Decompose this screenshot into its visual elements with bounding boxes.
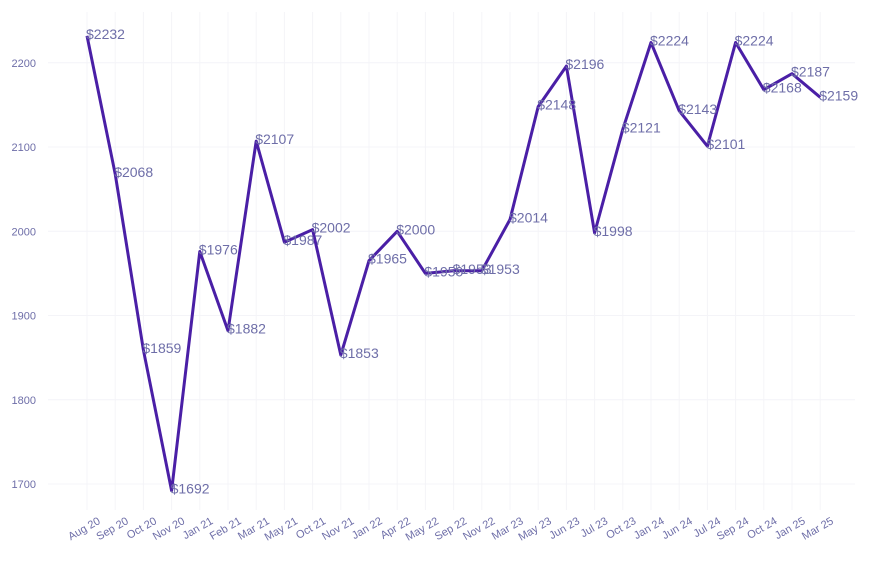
y-tick-label: 1900 <box>12 311 36 323</box>
x-tick-label: May 21 <box>263 515 300 543</box>
data-label: $1950 <box>424 263 463 279</box>
y-tick-label: 2000 <box>12 226 36 238</box>
data-label: $2107 <box>255 131 294 147</box>
y-tick-label: 1800 <box>12 395 36 407</box>
data-label: $2000 <box>396 221 435 237</box>
data-label: $1882 <box>227 321 266 337</box>
data-label: $2187 <box>791 64 830 80</box>
x-tick-label: Jul 23 <box>579 515 610 540</box>
data-label: $1965 <box>368 251 407 267</box>
y-tick-label: 2200 <box>12 58 36 70</box>
data-label: $2232 <box>86 26 125 42</box>
x-tick-label: Oct 23 <box>604 515 638 542</box>
data-label: $1853 <box>340 345 379 361</box>
x-tick-label: May 22 <box>404 515 441 543</box>
y-tick-label: 2100 <box>12 142 36 154</box>
data-label: $2168 <box>763 80 802 96</box>
data-label: $2002 <box>312 220 351 236</box>
x-tick-label: Sep 24 <box>715 515 751 543</box>
data-label: $2196 <box>565 56 604 72</box>
data-label: $1987 <box>283 232 322 248</box>
y-axis: 1700 1800 1900 2000 2100 2200 <box>12 58 36 491</box>
data-label: $1976 <box>199 241 238 257</box>
x-tick-label: Sep 20 <box>94 515 130 543</box>
x-tick-label: Nov 22 <box>461 515 497 543</box>
data-label: $2224 <box>650 33 689 49</box>
data-label: $2159 <box>819 87 858 103</box>
x-tick-label: Jan 24 <box>632 515 667 542</box>
x-tick-label: Jun 24 <box>660 515 695 542</box>
data-label: $2224 <box>735 33 774 49</box>
x-tick-label: Nov 21 <box>320 515 356 543</box>
data-label: $1859 <box>142 340 181 356</box>
series-line <box>85 35 822 493</box>
data-label: $2068 <box>114 164 153 180</box>
x-tick-label: May 23 <box>516 515 553 543</box>
x-tick-label: Jun 23 <box>547 515 582 542</box>
x-tick-label: Jan 22 <box>350 515 385 542</box>
data-label: $2121 <box>622 119 661 135</box>
y-tick-label: 1700 <box>12 479 36 491</box>
data-label: $1953 <box>453 261 492 277</box>
x-tick-label: Mar 25 <box>800 515 836 543</box>
data-label: $2014 <box>509 209 548 225</box>
x-tick-label: Nov 20 <box>151 515 187 543</box>
data-label: $1998 <box>594 223 633 239</box>
x-tick-label: Oct 24 <box>745 515 779 542</box>
data-label: $2148 <box>537 97 576 113</box>
grid <box>48 12 855 510</box>
data-label: $2101 <box>706 136 745 152</box>
data-label: $2143 <box>678 101 717 117</box>
data-label: $1953 <box>481 261 520 277</box>
data-labels: $2232 $2068 $1859 $1692 $1976 $1882 $2107 $1987… <box>86 26 858 497</box>
data-label: $1692 <box>171 481 210 497</box>
x-tick-label: Feb 21 <box>208 515 244 543</box>
